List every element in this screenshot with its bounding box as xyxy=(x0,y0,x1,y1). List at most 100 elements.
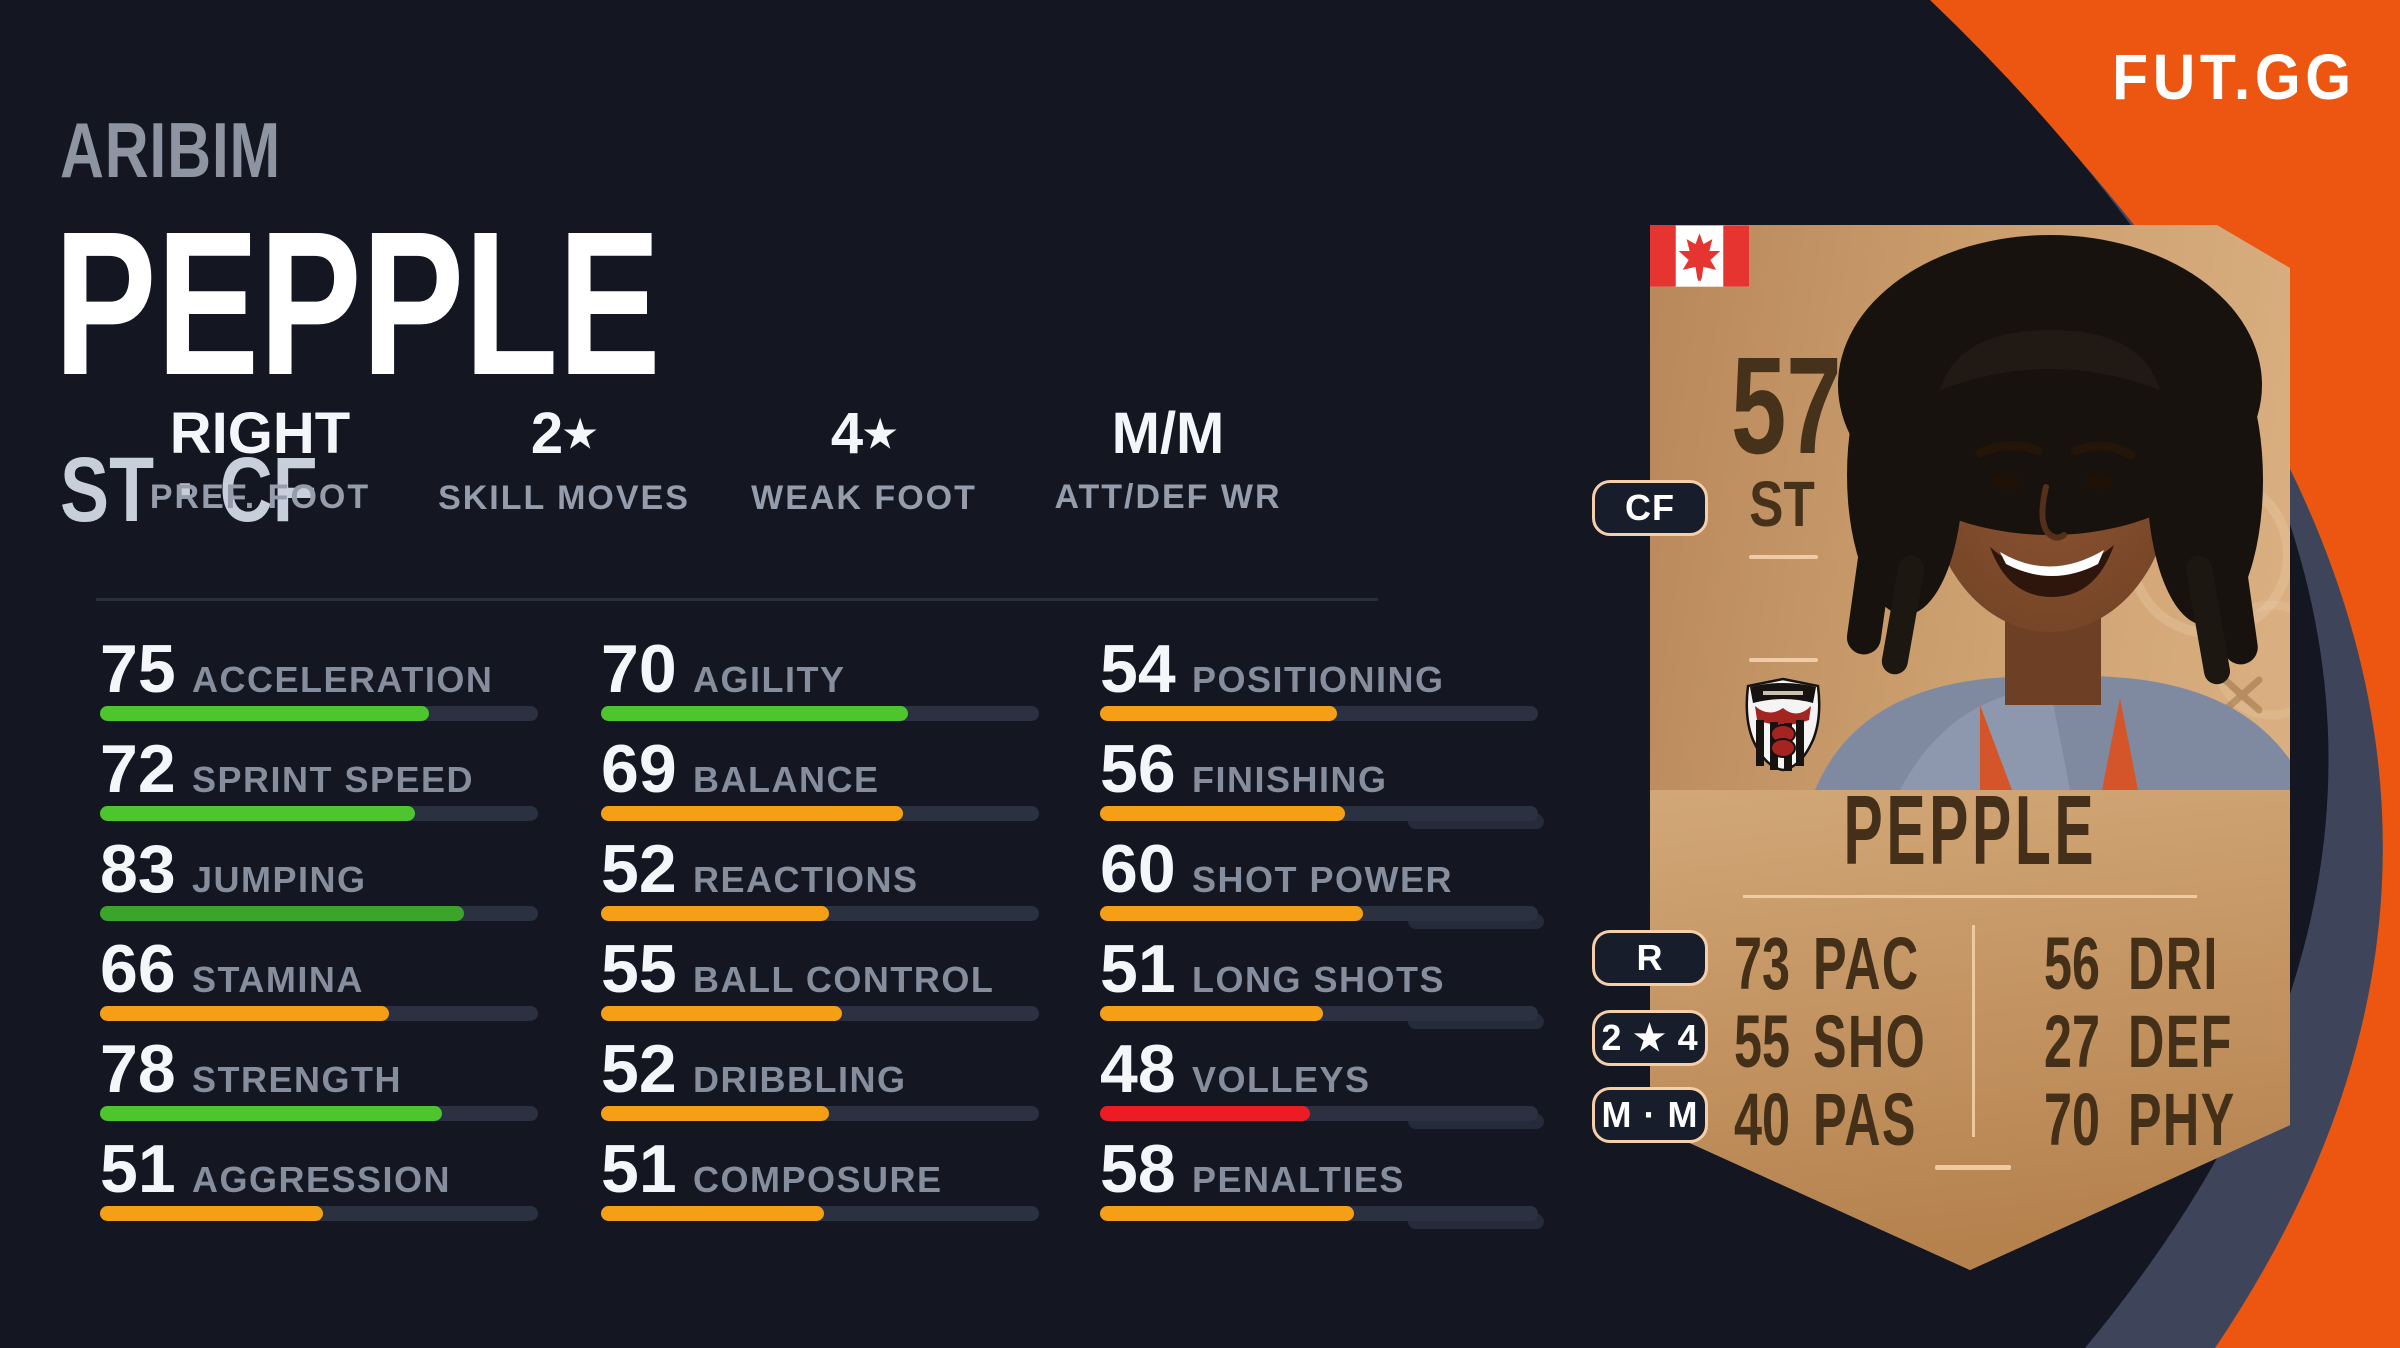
stat-bar-fill xyxy=(1100,1106,1311,1121)
stat-row-strength: 78 STRENGTH xyxy=(100,1030,545,1130)
card-rating: 57 xyxy=(1731,329,1842,483)
stat-bar-fill xyxy=(601,906,829,921)
stat-label: REACTIONS xyxy=(693,859,919,900)
stat-value: 55 xyxy=(601,931,677,1007)
skill-weak-foot-pill: 2 ★ 4 xyxy=(1592,1010,1708,1066)
card-bottom-divider xyxy=(1935,1165,2011,1170)
stat-bar-track xyxy=(100,806,538,821)
pref-foot-pill: R xyxy=(1592,930,1708,986)
card-name-divider xyxy=(1743,895,2197,898)
card-stat-pas: 40 PAS xyxy=(1650,1081,2290,1159)
profile-label: ATT/DEF WR xyxy=(1054,478,1282,516)
card-stat-label: PAS xyxy=(1813,1078,1917,1161)
card-stat-value: 70 xyxy=(2044,1078,2100,1161)
stat-bar-track xyxy=(100,1006,538,1021)
card-stat-value: 27 xyxy=(2044,1000,2100,1083)
stat-bar-fill xyxy=(100,1106,442,1121)
nation-flag-canada xyxy=(1650,225,1749,287)
stat-label: JUMPING xyxy=(192,859,367,900)
profile-group-pref-foot: RIGHT PREF. FOOT xyxy=(70,404,450,517)
stat-label: DRIBBLING xyxy=(693,1059,907,1100)
stat-bar-track xyxy=(601,906,1039,921)
card-stat-value: 55 xyxy=(1734,1000,1790,1083)
profile-label: PREF. FOOT xyxy=(149,478,371,516)
stat-bar-track xyxy=(1100,806,1538,821)
card-stat-dri: 56 DRI xyxy=(1650,925,2290,1003)
section-divider xyxy=(96,598,1378,601)
card-stat-sho: 55 SHO xyxy=(1650,1003,2290,1081)
stat-value: 75 xyxy=(100,631,176,707)
card-stat-def: 27 DEF xyxy=(1650,1003,2290,1081)
profile-value: M/M xyxy=(1111,401,1225,466)
stat-bar-fill xyxy=(1100,906,1363,921)
stat-row-sprint-speed: 72 SPRINT SPEED xyxy=(100,730,545,830)
stat-value: 51 xyxy=(100,1131,176,1207)
stat-value: 52 xyxy=(601,831,677,907)
stat-value: 70 xyxy=(601,631,677,707)
card-position: ST xyxy=(1749,468,1815,540)
stat-label: SHOT POWER xyxy=(1192,859,1454,900)
stat-value: 58 xyxy=(1100,1131,1176,1207)
stat-label: POSITIONING xyxy=(1192,659,1445,700)
card-stat-value: 56 xyxy=(2044,922,2100,1005)
stat-label: BALL CONTROL xyxy=(693,959,995,1000)
stat-bar-track xyxy=(1100,1006,1538,1021)
card-stat-value: 73 xyxy=(1734,922,1790,1005)
stat-row-finishing: 56 FINISHING xyxy=(1100,730,1545,830)
alt-position-pill: CF xyxy=(1592,480,1708,536)
stat-bar-fill xyxy=(100,1006,390,1021)
card-stat-pac: 73 PAC xyxy=(1650,925,2290,1003)
profile-value: 2★ xyxy=(530,401,598,466)
profile-group-skill-moves: 2★ SKILL MOVES xyxy=(374,404,754,518)
stat-row-penalties: 58 PENALTIES xyxy=(1100,1130,1545,1230)
stat-bar-fill xyxy=(601,1106,829,1121)
profile-group-att-def-wr: M/M ATT/DEF WR xyxy=(978,404,1358,517)
stat-label: STRENGTH xyxy=(192,1059,402,1100)
card-artwork xyxy=(1650,225,2290,1270)
stat-bar-fill xyxy=(601,706,908,721)
stat-value: 51 xyxy=(1100,931,1176,1007)
card-divider xyxy=(1749,555,1818,559)
profile-group-weak-foot: 4★ WEAK FOOT xyxy=(674,404,1054,518)
stat-label: FINISHING xyxy=(1192,759,1388,800)
stat-row-jumping: 83 JUMPING xyxy=(100,830,545,930)
card-divider xyxy=(1749,658,1818,662)
stat-value: 52 xyxy=(601,1031,677,1107)
player-last-name: PEPPLE xyxy=(54,189,661,418)
stat-bar-fill xyxy=(601,806,904,821)
stat-row-reactions: 52 REACTIONS xyxy=(601,830,1046,930)
stat-value: 56 xyxy=(1100,731,1176,807)
profile-value: 4★ xyxy=(830,401,898,466)
stat-bar-fill xyxy=(601,1006,842,1021)
card-stat-label: SHO xyxy=(1813,1000,1927,1083)
stat-row-agility: 70 AGILITY xyxy=(601,630,1046,730)
player-positions: ST · CF xyxy=(60,439,318,541)
stat-bar-track xyxy=(100,706,538,721)
profile-label: WEAK FOOT xyxy=(751,479,977,517)
stat-row-stamina: 66 STAMINA xyxy=(100,930,545,1030)
stat-label: LONG SHOTS xyxy=(1192,959,1446,1000)
stat-bar-track xyxy=(1100,706,1538,721)
stat-label: STAMINA xyxy=(192,959,364,1000)
stat-bar-track xyxy=(100,906,538,921)
stat-label: COMPOSURE xyxy=(693,1159,943,1200)
profile-label: SKILL MOVES xyxy=(438,479,690,517)
stat-bar-fill xyxy=(1100,806,1346,821)
stat-value: 69 xyxy=(601,731,677,807)
profile-value: RIGHT xyxy=(169,401,351,466)
stat-row-volleys: 48 VOLLEYS xyxy=(1100,1030,1545,1130)
stat-value: 83 xyxy=(100,831,176,907)
stat-label: AGGRESSION xyxy=(192,1159,452,1200)
player-photo xyxy=(1815,235,2290,790)
stat-row-long-shots: 51 LONG SHOTS xyxy=(1100,930,1545,1030)
stat-bar-fill xyxy=(601,1206,825,1221)
card-stat-phy: 70 PHY xyxy=(1650,1081,2290,1159)
stat-bar-fill xyxy=(100,906,464,921)
stat-bar-fill xyxy=(100,706,429,721)
stat-bar-track xyxy=(601,806,1039,821)
stat-bar-track xyxy=(601,706,1039,721)
player-first-name: ARIBIM xyxy=(60,106,281,194)
stat-row-composure: 51 COMPOSURE xyxy=(601,1130,1046,1230)
stat-bar-fill xyxy=(1100,1006,1324,1021)
